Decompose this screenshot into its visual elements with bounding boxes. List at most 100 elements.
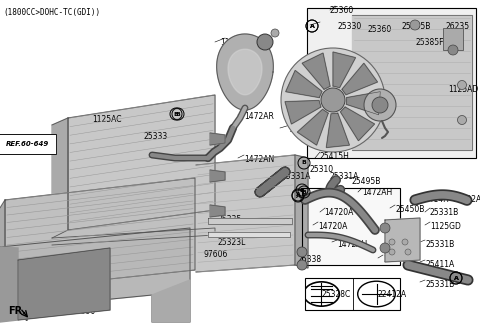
Text: 25306: 25306 [360,100,384,109]
Text: A: A [296,194,300,198]
Circle shape [410,20,420,30]
Circle shape [389,249,395,255]
Circle shape [389,239,395,245]
Polygon shape [302,188,400,265]
Circle shape [457,80,467,90]
Text: 25414H: 25414H [420,195,450,204]
Text: 1472AR: 1472AR [244,112,274,121]
Text: FR.: FR. [8,306,26,316]
Text: 1125AD: 1125AD [448,85,478,94]
Polygon shape [333,52,356,88]
Polygon shape [326,113,349,148]
Polygon shape [342,63,377,95]
Polygon shape [5,178,195,290]
Polygon shape [210,133,225,145]
Circle shape [448,45,458,55]
Text: 1125AD: 1125AD [220,38,250,47]
Text: A: A [310,24,314,29]
Polygon shape [68,95,215,230]
Polygon shape [297,109,328,145]
Text: 25411A: 25411A [425,260,454,269]
Polygon shape [302,53,330,89]
Text: A: A [454,276,458,280]
Polygon shape [196,155,295,272]
Text: B: B [176,112,180,116]
Polygon shape [0,247,18,322]
Circle shape [402,239,408,245]
Circle shape [380,243,390,253]
Circle shape [457,115,467,125]
Polygon shape [352,15,472,150]
Text: (1800CC>DOHC-TC(GDI)): (1800CC>DOHC-TC(GDI)) [3,8,100,17]
Polygon shape [216,34,273,110]
Text: 25331B: 25331B [425,280,454,289]
Text: A: A [454,276,458,280]
Text: 25335: 25335 [218,215,242,224]
Text: 1125AC: 1125AC [92,115,121,124]
Text: 25331A: 25331A [330,172,360,181]
Text: B: B [174,112,179,116]
Polygon shape [152,280,190,322]
Polygon shape [208,232,290,237]
Text: 25310: 25310 [310,165,334,174]
Text: 25231: 25231 [302,82,326,91]
Circle shape [297,260,307,270]
Polygon shape [210,170,225,182]
Text: 25330: 25330 [338,22,362,31]
Text: 25331B: 25331B [425,240,454,249]
Text: 86590: 86590 [72,307,96,316]
Text: REF.60-649: REF.60-649 [5,141,48,147]
Bar [443,28,463,50]
Text: 25331A: 25331A [281,172,311,181]
Text: 25395A: 25395A [302,128,332,137]
Polygon shape [0,200,5,298]
Text: 25360: 25360 [368,25,392,34]
Text: 25338: 25338 [297,255,321,264]
Text: 25333: 25333 [144,132,168,141]
Text: 1472AH: 1472AH [337,240,367,249]
Bar [305,278,400,310]
Text: 22412A: 22412A [377,290,406,299]
Polygon shape [295,155,308,268]
Polygon shape [385,218,420,262]
Text: 1472AH: 1472AH [362,188,392,197]
Circle shape [271,29,279,37]
Text: REF.60-649: REF.60-649 [6,141,49,147]
Polygon shape [208,218,292,224]
Polygon shape [286,71,322,97]
Circle shape [257,34,273,50]
Text: 25381: 25381 [390,240,414,249]
Text: 25430T: 25430T [338,68,367,77]
Text: B: B [301,190,306,195]
Circle shape [380,223,390,233]
Text: FR.: FR. [8,305,26,315]
Circle shape [281,48,385,152]
Polygon shape [0,228,190,322]
Circle shape [372,97,388,113]
Bar [302,188,400,265]
Circle shape [297,247,307,257]
Polygon shape [228,49,262,95]
Text: 25431T: 25431T [232,78,261,87]
Text: 97606: 97606 [204,250,228,259]
Text: 1125AD: 1125AD [72,295,102,304]
Circle shape [405,249,411,255]
Bar [307,8,476,158]
Text: 25395B: 25395B [402,22,432,31]
Text: 25495B: 25495B [352,177,382,186]
Text: B: B [300,188,304,193]
Text: A: A [296,193,300,197]
Circle shape [321,88,345,112]
Polygon shape [52,118,68,238]
Polygon shape [307,8,476,158]
Text: 14720A: 14720A [324,208,353,217]
Text: 25323L: 25323L [218,238,246,247]
Text: 14720A: 14720A [318,222,348,231]
Text: 1125GD: 1125GD [430,222,461,231]
Text: 25450A: 25450A [290,125,320,134]
Text: 1472AN: 1472AN [244,155,274,164]
Text: B: B [301,160,306,166]
Text: 29125R: 29125R [48,272,77,281]
Polygon shape [285,100,321,124]
Text: 25382: 25382 [383,255,407,264]
